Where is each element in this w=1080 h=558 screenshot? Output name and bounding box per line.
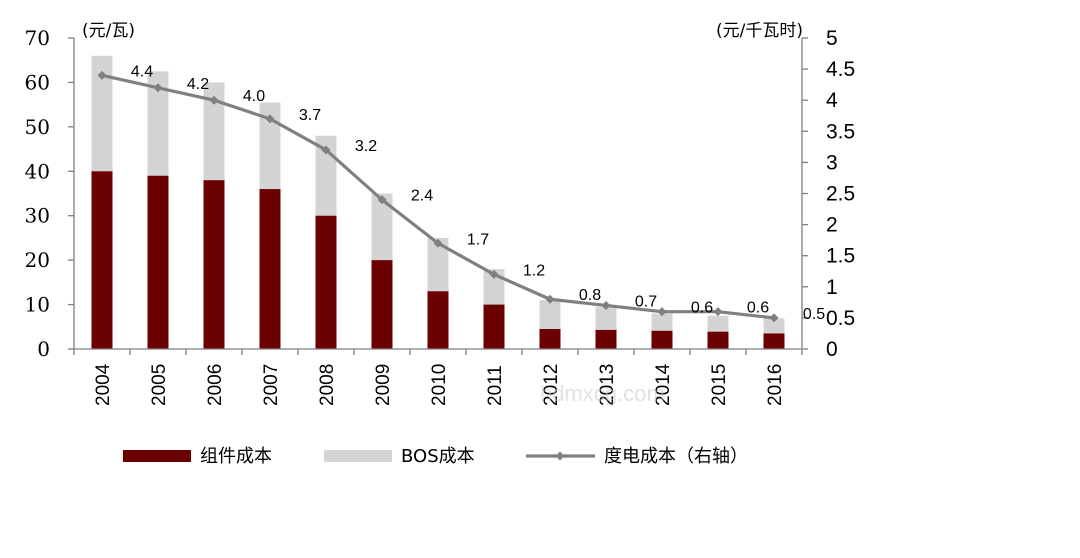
lcoe-data-label: 4.4 <box>131 63 153 80</box>
lcoe-marker-2014 <box>657 307 667 317</box>
legend-swatch-lcoe-marker <box>555 451 565 461</box>
left-tick-label: 0 <box>37 337 50 361</box>
bar-module-2006 <box>203 180 225 349</box>
right-axis-unit: (元/千瓦时) <box>716 21 803 41</box>
legend: 组件成本 BOS成本 度电成本（右轴） <box>123 446 748 467</box>
bar-bos-2010 <box>427 237 449 292</box>
right-tick-label: 1.5 <box>826 245 855 268</box>
left-tick-label: 10 <box>25 293 50 317</box>
lcoe-marker-2016 <box>769 313 779 323</box>
legend-label-bos: BOS成本 <box>401 446 475 467</box>
x-tick-label: 2011 <box>485 365 506 406</box>
data-labels-layer: 4.4 4.2 4.0 3.7 3.2 2.4 1.7 1.2 0.8 0.7 0.6 0.6 0.5 <box>131 63 825 323</box>
bar-module-2016 <box>763 333 785 349</box>
lcoe-marker-2004 <box>97 70 107 80</box>
right-tick-label: 4 <box>826 89 838 112</box>
lcoe-data-label: 4.0 <box>243 88 265 105</box>
bar-module-2005 <box>147 175 169 349</box>
x-tick-label: 2013 <box>597 364 618 406</box>
lcoe-data-label: 3.2 <box>355 138 377 155</box>
bar-module-2012 <box>539 329 561 349</box>
left-axis-unit: (元/瓦) <box>82 21 135 41</box>
bar-bos-2004 <box>91 55 113 172</box>
lcoe-data-label: 0.6 <box>691 300 713 317</box>
right-tick-label: 5 <box>826 27 838 50</box>
bar-bos-2006 <box>203 82 225 181</box>
x-tick-label: 2009 <box>373 364 394 406</box>
bar-module-2015 <box>707 331 729 349</box>
line-layer <box>97 70 779 323</box>
lcoe-marker-2007 <box>265 114 275 124</box>
x-tick-label: 2014 <box>653 363 674 406</box>
x-tick-label: 2006 <box>205 364 226 406</box>
bar-bos-2012 <box>539 300 561 330</box>
lcoe-data-label: 0.5 <box>803 306 825 323</box>
bar-module-2014 <box>651 330 673 349</box>
right-tick-label: 0.5 <box>826 307 855 330</box>
lcoe-data-label: 3.7 <box>299 107 321 124</box>
legend-label-module: 组件成本 <box>200 446 272 467</box>
lcoe-data-label: 1.7 <box>467 231 489 248</box>
left-tick-label: 30 <box>25 204 50 228</box>
x-tick-label: 2010 <box>429 364 450 406</box>
legend-swatch-module <box>123 450 191 462</box>
bar-bos-2005 <box>147 71 169 176</box>
lcoe-data-label: 4.2 <box>187 76 209 93</box>
bar-module-2013 <box>595 329 617 349</box>
x-tick-label: 2005 <box>149 364 170 406</box>
legend-swatch-bos <box>324 450 392 462</box>
lcoe-marker-2005 <box>153 83 163 93</box>
bar-bos-2009 <box>371 193 393 261</box>
lcoe-marker-2013 <box>601 300 611 310</box>
lcoe-marker-2011 <box>489 269 499 279</box>
left-tick-label: 40 <box>25 159 50 183</box>
lcoe-data-label: 2.4 <box>411 188 433 205</box>
bar-module-2010 <box>427 291 449 349</box>
watermark: hdmxcg.com <box>540 381 665 406</box>
lcoe-marker-2008 <box>321 145 331 155</box>
x-tick-label: 2016 <box>765 364 786 406</box>
x-tick-label: 2015 <box>709 364 730 406</box>
bar-module-2004 <box>91 171 113 349</box>
lcoe-marker-2012 <box>545 294 555 304</box>
bar-module-2008 <box>315 215 337 349</box>
x-tick-label: 2012 <box>541 364 562 406</box>
bar-bos-2015 <box>707 315 729 332</box>
right-tick-label: 1 <box>826 276 838 299</box>
lcoe-marker-2015 <box>713 307 723 317</box>
lcoe-marker-2010 <box>433 238 443 248</box>
lcoe-data-label: 1.2 <box>523 262 545 279</box>
bars-layer <box>91 55 785 349</box>
lcoe-marker-2009 <box>377 195 387 205</box>
left-tick-label: 60 <box>25 70 50 94</box>
x-tick-label: 2007 <box>261 364 282 406</box>
right-tick-label: 4.5 <box>826 58 855 81</box>
bar-module-2009 <box>371 260 393 349</box>
axes-layer: 01020304050607000.511.522.533.544.552004… <box>25 26 856 406</box>
lcoe-marker-2006 <box>209 95 219 105</box>
right-tick-label: 2 <box>826 214 838 237</box>
right-tick-label: 3 <box>826 151 838 174</box>
lcoe-data-label: 0.8 <box>579 287 601 304</box>
x-tick-label: 2008 <box>317 364 338 406</box>
bar-module-2007 <box>259 189 281 349</box>
lcoe-data-label: 0.6 <box>747 300 769 317</box>
bar-bos-2013 <box>595 306 617 330</box>
bar-bos-2014 <box>651 313 673 331</box>
left-tick-label: 20 <box>25 248 50 272</box>
bar-bos-2007 <box>259 102 281 190</box>
bar-bos-2016 <box>763 318 785 334</box>
x-tick-label: 2004 <box>93 363 114 406</box>
legend-label-lcoe: 度电成本（右轴） <box>604 446 748 467</box>
bar-module-2011 <box>483 304 505 349</box>
left-tick-label: 50 <box>25 115 50 139</box>
lcoe-data-label: 0.7 <box>635 293 657 310</box>
right-tick-label: 2.5 <box>826 183 855 206</box>
left-tick-label: 70 <box>25 26 50 50</box>
right-tick-label: 0 <box>826 338 838 361</box>
right-tick-label: 3.5 <box>826 120 855 143</box>
